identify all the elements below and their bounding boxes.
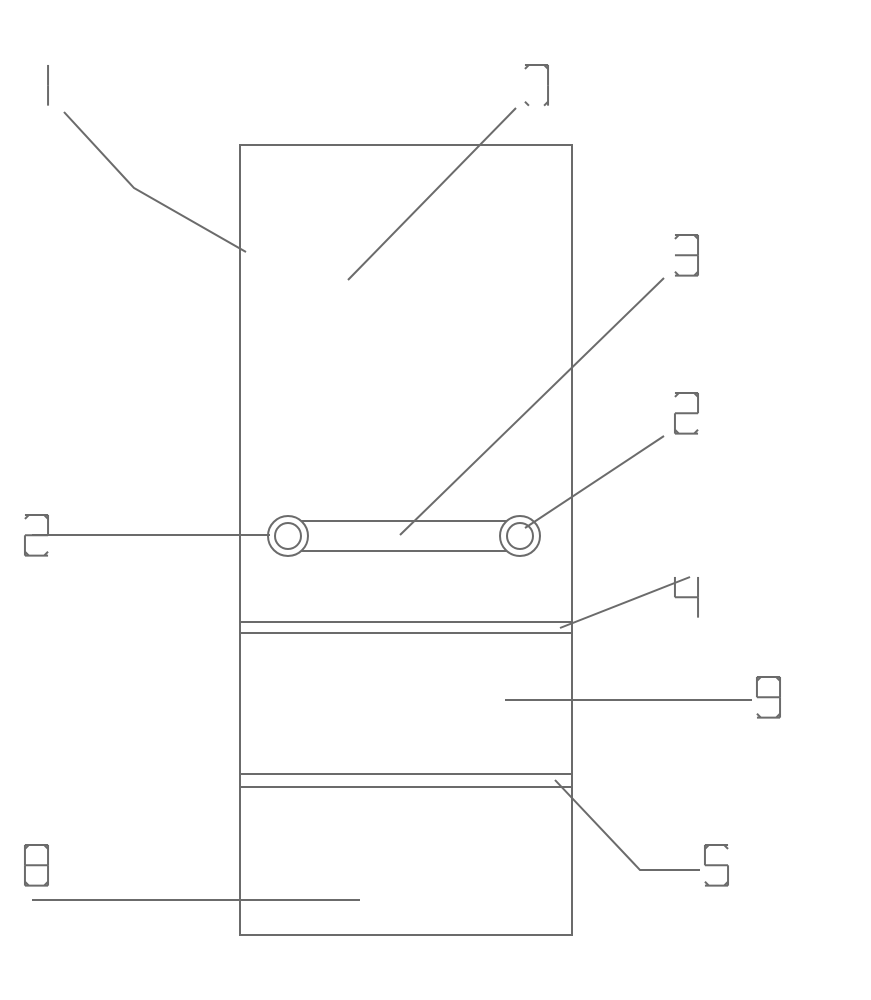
leader-line bbox=[525, 436, 664, 528]
digit-chamfer bbox=[525, 102, 529, 106]
leader-line bbox=[400, 278, 664, 535]
leader-line bbox=[64, 112, 246, 252]
leader-line bbox=[348, 108, 516, 280]
leader-line bbox=[560, 577, 690, 628]
slot-track bbox=[273, 521, 535, 551]
diagram-svg bbox=[0, 0, 871, 1000]
leader-line bbox=[555, 780, 700, 870]
